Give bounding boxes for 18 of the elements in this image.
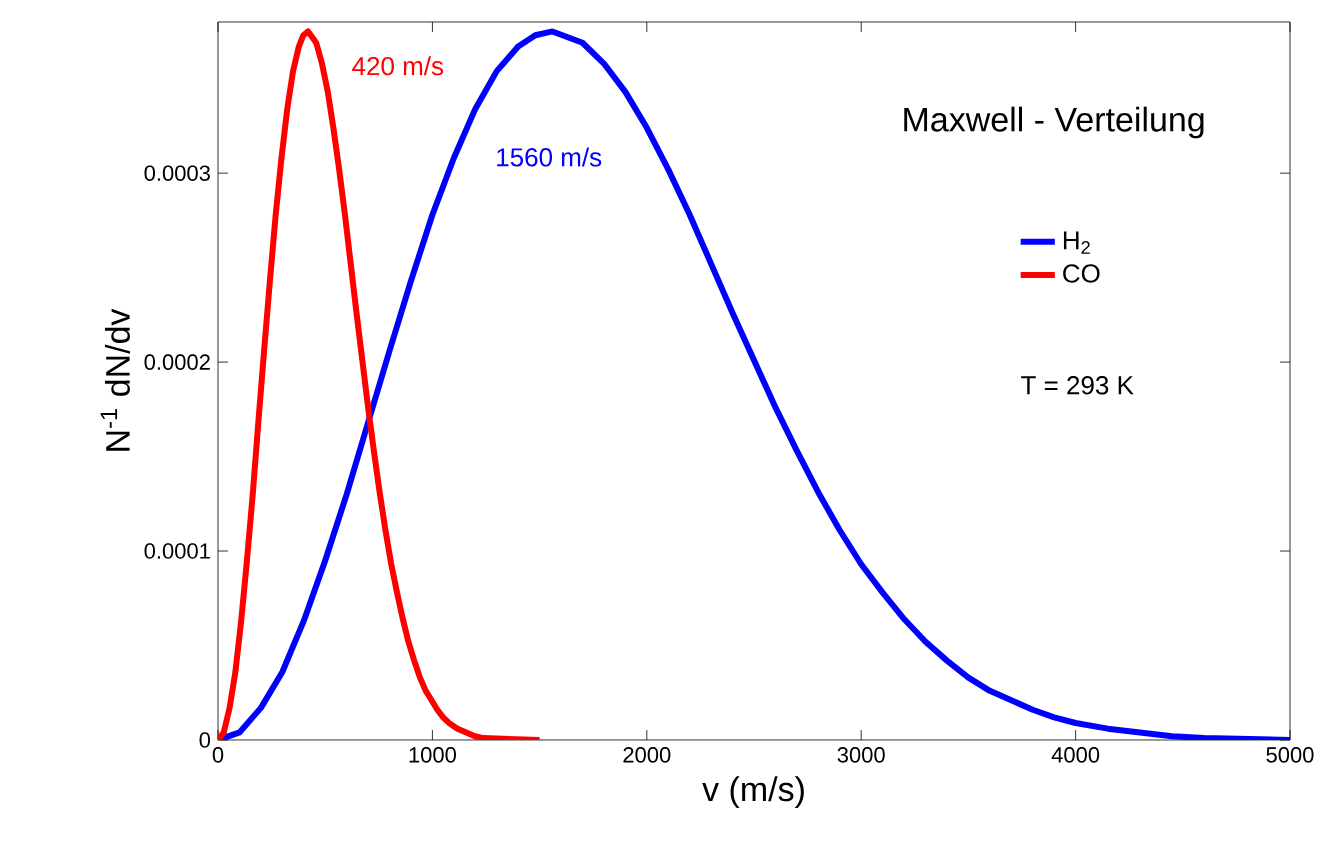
x-tick-label: 3000 [837, 747, 885, 763]
legend-label: H$_{2}$ [1063, 231, 1090, 254]
x-tick-label: 5000 [1266, 747, 1314, 763]
x-tick-label: 2000 [623, 747, 671, 763]
y-axis-title: N$^{-1}$ dN/dv [100, 308, 130, 451]
legend-label: CO [1063, 264, 1100, 283]
y-tick-label: 0.0003 [144, 165, 210, 181]
annotation: T = 293 K [1021, 376, 1134, 395]
x-tick-label: 0 [212, 747, 224, 763]
text: Maxwell - Verteilung [904, 106, 1204, 139]
x-tick-label: 4000 [1051, 747, 1100, 763]
annotation: 1560 m/s [497, 147, 602, 167]
y-tick-label: 0.0001 [144, 543, 210, 559]
y-tick-label: 0.0002 [144, 354, 210, 370]
x-tick-label: 1000 [409, 747, 456, 763]
x-axis-title: v (m/s) [702, 776, 804, 809]
y-tick-label: 0 [199, 732, 211, 748]
annotation: 420 m/s [352, 56, 444, 76]
